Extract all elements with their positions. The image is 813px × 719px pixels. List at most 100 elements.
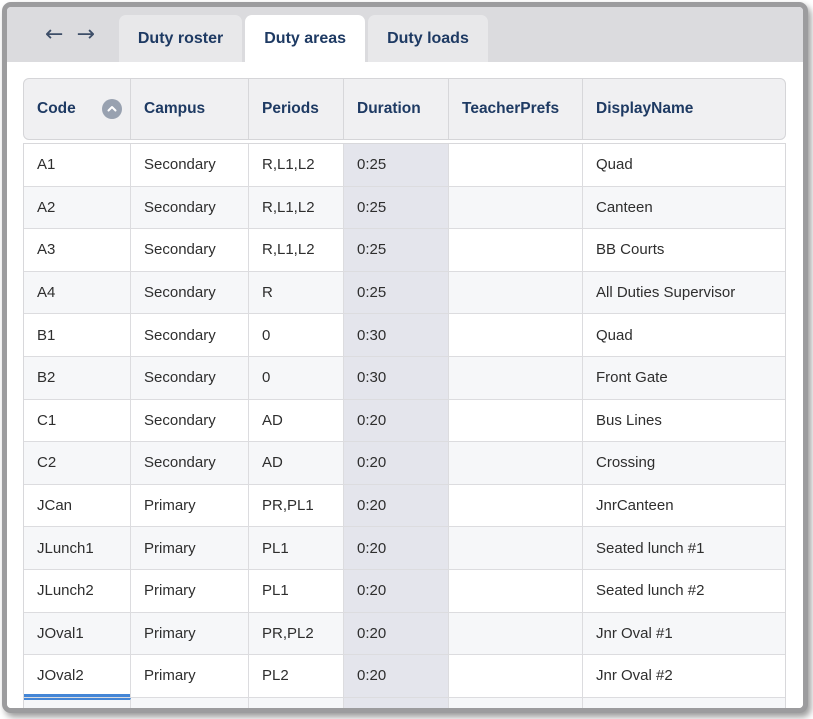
- cell-campus[interactable]: Secondary: [131, 186, 249, 229]
- tab-duty-loads[interactable]: Duty loads: [368, 15, 488, 62]
- cell-campus[interactable]: [131, 697, 249, 708]
- table-row: JOval1 Primary PR,PL2 0:20 Jnr Oval #1: [24, 612, 785, 656]
- cell-duration[interactable]: 0:20: [344, 442, 449, 484]
- cell-campus[interactable]: Primary: [131, 655, 249, 697]
- rows-container: A1 Secondary R,L1,L2 0:25 Quad A2 Second…: [24, 144, 785, 698]
- cell-periods[interactable]: 0: [249, 314, 344, 356]
- cell-teacherprefs[interactable]: [449, 612, 583, 655]
- cell-code[interactable]: [24, 697, 131, 708]
- cell-periods[interactable]: R,L1,L2: [249, 186, 344, 229]
- cell-duration[interactable]: 0:25: [344, 144, 449, 186]
- cell-campus[interactable]: Primary: [131, 484, 249, 527]
- cell-periods[interactable]: R,L1,L2: [249, 229, 344, 271]
- column-header-duration[interactable]: Duration: [344, 79, 449, 139]
- cell-periods[interactable]: PR,PL1: [249, 484, 344, 527]
- cell-displayname[interactable]: Quad: [596, 156, 633, 174]
- tab-duty-areas[interactable]: Duty areas: [245, 15, 366, 62]
- cell-duration[interactable]: 0:30: [344, 314, 449, 356]
- cell-teacherprefs[interactable]: [449, 527, 583, 569]
- cell-campus[interactable]: Secondary: [131, 442, 249, 484]
- cell-teacherprefs[interactable]: [449, 229, 583, 271]
- cell-displayname[interactable]: All Duties Supervisor: [596, 284, 736, 302]
- cell-campus[interactable]: Secondary: [131, 144, 249, 186]
- cell-code[interactable]: B2: [24, 356, 131, 399]
- cell-duration[interactable]: 0:20: [344, 655, 449, 697]
- cell-duration[interactable]: 0:25: [344, 271, 449, 314]
- cell-displayname[interactable]: Jnr Oval #2: [596, 667, 673, 685]
- cell-teacherprefs[interactable]: [449, 655, 583, 697]
- cell-displayname[interactable]: [583, 698, 785, 708]
- cell-code[interactable]: A4: [24, 271, 131, 314]
- tab-strip: Duty roster Duty areas Duty loads: [118, 15, 488, 62]
- tab-duty-roster[interactable]: Duty roster: [118, 15, 243, 62]
- cell-displayname[interactable]: Seated lunch #1: [596, 539, 705, 557]
- cell-campus[interactable]: Primary: [131, 569, 249, 612]
- cell-code[interactable]: JLunch2: [24, 569, 131, 612]
- cell-code[interactable]: JCan: [24, 484, 131, 527]
- cell-teacherprefs[interactable]: [449, 569, 583, 612]
- cell-teacherprefs[interactable]: [449, 697, 583, 708]
- cell-code[interactable]: C1: [24, 399, 131, 442]
- cell-displayname[interactable]: Bus Lines: [596, 411, 662, 429]
- cell-campus[interactable]: Secondary: [131, 229, 249, 271]
- cell-displayname[interactable]: Canteen: [596, 198, 653, 216]
- cell-periods[interactable]: PR,PL2: [249, 612, 344, 655]
- sort-ascending-icon[interactable]: [101, 99, 122, 119]
- cell-teacherprefs[interactable]: [449, 399, 583, 442]
- cell-duration[interactable]: 0:20: [344, 399, 449, 442]
- cell-teacherprefs[interactable]: [449, 144, 583, 186]
- cell-periods[interactable]: AD: [249, 399, 344, 442]
- cell-duration[interactable]: 0:20: [344, 484, 449, 527]
- back-arrow-icon[interactable]: ←: [45, 21, 64, 47]
- cell-code[interactable]: A3: [24, 229, 131, 271]
- cell-displayname[interactable]: JnrCanteen: [596, 497, 674, 515]
- cell-teacherprefs[interactable]: [449, 314, 583, 356]
- cell-campus[interactable]: Secondary: [131, 399, 249, 442]
- column-header-code[interactable]: Code: [24, 79, 131, 139]
- cell-duration[interactable]: 0:25: [344, 229, 449, 271]
- cell-campus[interactable]: Secondary: [131, 314, 249, 356]
- table-header-row: Code Campus Periods Duration TeacherPref…: [23, 78, 786, 140]
- cell-periods[interactable]: 0: [249, 356, 344, 399]
- cell-duration[interactable]: 0:25: [344, 186, 449, 229]
- column-header-teacherprefs[interactable]: TeacherPrefs: [449, 79, 583, 139]
- cell-code[interactable]: JOval2: [24, 655, 131, 697]
- cell-displayname[interactable]: Seated lunch #2: [596, 582, 705, 600]
- cell-code[interactable]: JOval1: [24, 612, 131, 655]
- cell-teacherprefs[interactable]: [449, 442, 583, 484]
- column-header-campus[interactable]: Campus: [131, 79, 249, 139]
- cell-displayname[interactable]: Crossing: [596, 454, 656, 472]
- cell-campus[interactable]: Secondary: [131, 271, 249, 314]
- cell-teacherprefs[interactable]: [449, 356, 583, 399]
- cell-periods[interactable]: PL2: [249, 655, 344, 697]
- cell-code[interactable]: A1: [24, 144, 131, 186]
- column-header-displayname[interactable]: DisplayName: [596, 100, 694, 117]
- cell-periods[interactable]: R: [249, 271, 344, 314]
- cell-displayname[interactable]: Jnr Oval #1: [596, 624, 673, 642]
- cell-periods[interactable]: PL1: [249, 569, 344, 612]
- cell-duration[interactable]: 0:20: [344, 527, 449, 569]
- cell-teacherprefs[interactable]: [449, 186, 583, 229]
- cell-campus[interactable]: Secondary: [131, 356, 249, 399]
- cell-campus[interactable]: Primary: [131, 527, 249, 569]
- cell-duration[interactable]: 0:20: [344, 569, 449, 612]
- cell-code[interactable]: JLunch1: [24, 527, 131, 569]
- cell-code[interactable]: C2: [24, 442, 131, 484]
- column-header-periods[interactable]: Periods: [249, 79, 344, 139]
- cell-periods[interactable]: [249, 697, 344, 708]
- cell-duration[interactable]: 0:20: [344, 612, 449, 655]
- cell-displayname[interactable]: Front Gate: [596, 369, 668, 387]
- cell-duration[interactable]: 0:30: [344, 356, 449, 399]
- cell-campus[interactable]: Primary: [131, 612, 249, 655]
- cell-teacherprefs[interactable]: [449, 484, 583, 527]
- cell-displayname[interactable]: Quad: [596, 326, 633, 344]
- cell-code[interactable]: A2: [24, 186, 131, 229]
- cell-periods[interactable]: R,L1,L2: [249, 144, 344, 186]
- cell-duration[interactable]: [344, 697, 449, 708]
- cell-periods[interactable]: AD: [249, 442, 344, 484]
- cell-periods[interactable]: PL1: [249, 527, 344, 569]
- cell-teacherprefs[interactable]: [449, 271, 583, 314]
- cell-code[interactable]: B1: [24, 314, 131, 356]
- cell-displayname[interactable]: BB Courts: [596, 241, 665, 259]
- forward-arrow-icon[interactable]: →: [76, 21, 95, 47]
